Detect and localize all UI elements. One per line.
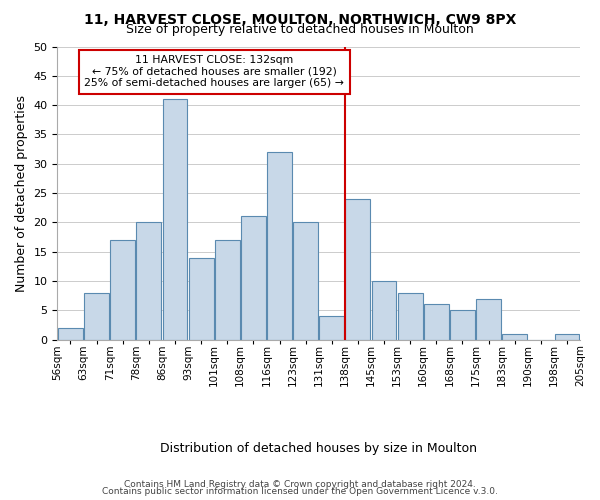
Bar: [110, 240, 135, 340]
Bar: [502, 334, 527, 340]
Bar: [319, 316, 344, 340]
Text: 11 HARVEST CLOSE: 132sqm
← 75% of detached houses are smaller (192)
25% of semi-: 11 HARVEST CLOSE: 132sqm ← 75% of detach…: [84, 56, 344, 88]
Bar: [293, 222, 318, 340]
Bar: [267, 152, 292, 340]
Bar: [424, 304, 449, 340]
Bar: [346, 199, 370, 340]
Bar: [554, 334, 580, 340]
Bar: [476, 298, 501, 340]
Bar: [136, 222, 161, 340]
Bar: [371, 281, 397, 340]
Text: Size of property relative to detached houses in Moulton: Size of property relative to detached ho…: [126, 22, 474, 36]
Text: 11, HARVEST CLOSE, MOULTON, NORTHWICH, CW9 8PX: 11, HARVEST CLOSE, MOULTON, NORTHWICH, C…: [84, 12, 516, 26]
Bar: [215, 240, 239, 340]
Bar: [450, 310, 475, 340]
Y-axis label: Number of detached properties: Number of detached properties: [15, 94, 28, 292]
X-axis label: Distribution of detached houses by size in Moulton: Distribution of detached houses by size …: [160, 442, 477, 455]
Bar: [241, 216, 266, 340]
Bar: [189, 258, 214, 340]
Text: Contains public sector information licensed under the Open Government Licence v.: Contains public sector information licen…: [102, 487, 498, 496]
Bar: [163, 100, 187, 340]
Bar: [58, 328, 83, 340]
Text: Contains HM Land Registry data © Crown copyright and database right 2024.: Contains HM Land Registry data © Crown c…: [124, 480, 476, 489]
Bar: [84, 292, 109, 340]
Bar: [398, 292, 422, 340]
